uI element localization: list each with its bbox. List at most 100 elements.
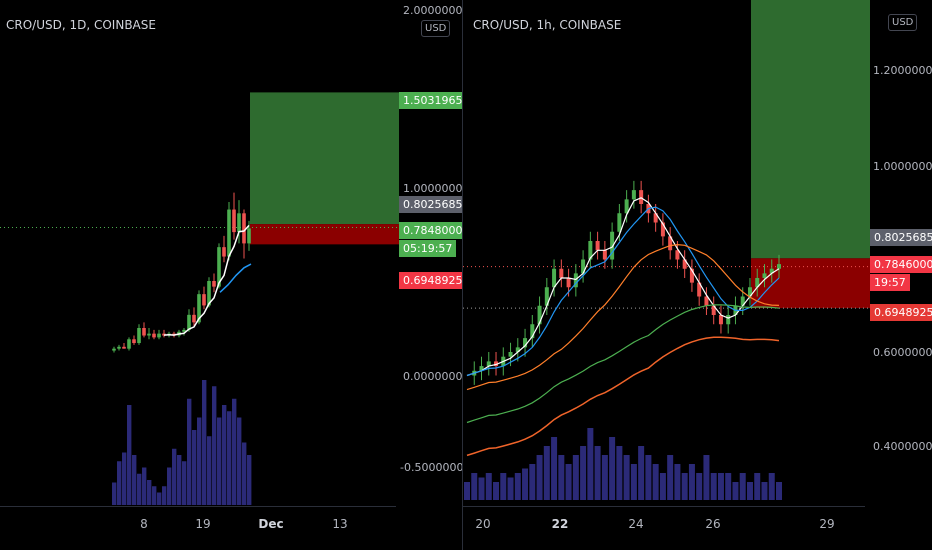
volume-bar <box>725 473 732 500</box>
volume-bar <box>212 386 217 505</box>
volume-bar <box>187 398 192 505</box>
volume-bar <box>192 430 197 505</box>
volume-bar <box>732 482 739 500</box>
candle-body <box>777 264 781 269</box>
candle-body <box>668 236 673 251</box>
hourly-last-price-tag: 0.78460000 <box>870 256 932 273</box>
hourly-x-tick: 29 <box>819 517 835 531</box>
daily-y-tick: 0.00000000 <box>403 370 470 383</box>
candle-body <box>602 250 607 260</box>
volume-bar <box>681 473 688 500</box>
hourly-x-tick: 24 <box>628 517 644 531</box>
daily-currency-button[interactable]: USD <box>421 20 451 37</box>
daily-chart-canvas[interactable] <box>0 0 462 550</box>
candle-body <box>494 361 499 367</box>
volume-bar <box>471 473 478 500</box>
loss-zone <box>250 224 399 245</box>
ma-green-line <box>466 304 780 424</box>
volume-bar <box>232 398 237 505</box>
daily-x-tick: 13 <box>332 517 348 531</box>
volume-bar <box>739 473 746 500</box>
volume-bar <box>127 405 132 505</box>
candle-body <box>479 366 484 371</box>
ma-white-line <box>466 197 780 377</box>
volume-bar <box>172 448 177 505</box>
volume-bar <box>122 452 127 505</box>
hourly-chart-panel[interactable]: CRO/USD, 1h, COINBASE USD 1.20000000 1.0… <box>463 0 932 550</box>
daily-stop-price-tag: 0.69489253 <box>399 272 474 289</box>
volume-bar <box>746 482 753 500</box>
volume-bar <box>202 380 207 505</box>
candle-body <box>142 328 146 336</box>
hourly-x-tick: 22 <box>551 517 569 531</box>
volume-bar <box>616 446 623 500</box>
candle-body <box>697 282 702 297</box>
volume-bar <box>768 473 775 500</box>
candle-body <box>197 294 201 323</box>
candle-body <box>544 287 549 306</box>
candle-body <box>187 314 191 330</box>
hourly-countdown-tag: 19:57 <box>870 274 910 291</box>
daily-x-tick: 19 <box>195 517 211 531</box>
hourly-currency-button[interactable]: USD <box>888 14 918 31</box>
hourly-stop-price-tag: 0.69489253 <box>870 304 932 321</box>
volume-bar <box>558 455 565 500</box>
volume-bar <box>137 473 142 505</box>
volume-bar <box>167 467 172 505</box>
candle-body <box>242 213 246 244</box>
candle-body <box>639 190 644 204</box>
candle-body <box>227 209 231 257</box>
volume-bar <box>638 446 645 500</box>
volume-bar <box>132 455 137 505</box>
candle-body <box>132 339 136 344</box>
volume-bar <box>601 455 608 500</box>
ma-blue-line <box>466 206 780 377</box>
volume-bar <box>688 464 695 500</box>
volume-bar <box>587 428 594 500</box>
candle-body <box>660 222 665 237</box>
daily-last-price-tag: 0.78480000 <box>399 222 474 239</box>
volume-bar <box>177 455 182 505</box>
volume-bar <box>710 473 717 500</box>
hourly-y-tick: 1.20000000 <box>873 64 932 77</box>
candle-body <box>137 328 141 344</box>
candle-body <box>740 296 745 306</box>
candle-body <box>515 347 520 352</box>
candle-body <box>508 352 513 357</box>
candle-body <box>122 346 126 349</box>
candle-body <box>747 287 752 297</box>
volume-bar <box>609 437 616 500</box>
volume-bar <box>696 473 703 500</box>
panel-divider[interactable] <box>462 0 463 550</box>
candle-body <box>222 247 226 257</box>
volume-bar <box>667 455 674 500</box>
hourly-chart-canvas[interactable] <box>463 0 932 550</box>
volume-bar <box>507 477 514 500</box>
volume-bar <box>754 473 761 500</box>
hourly-chart-title: CRO/USD, 1h, COINBASE <box>473 18 622 32</box>
volume-bar <box>222 405 227 505</box>
volume-bar <box>674 464 681 500</box>
volume-bar <box>551 437 558 500</box>
volume-bar <box>594 446 601 500</box>
candle-body <box>152 333 156 338</box>
daily-chart-panel[interactable]: CRO/USD, 1D, COINBASE USD 2.00000000 1.0… <box>0 0 474 550</box>
candle-body <box>147 333 151 336</box>
candle-body <box>182 329 186 332</box>
volume-bar <box>572 455 579 500</box>
volume-bar <box>247 455 252 505</box>
daily-target-price-tag: 1.50319655 <box>399 92 474 109</box>
volume-bar <box>493 482 500 500</box>
candle-body <box>247 228 251 244</box>
candle-body <box>711 305 716 315</box>
hourly-y-tick: 1.00000000 <box>873 160 932 173</box>
candle-body <box>631 190 636 200</box>
candle-body <box>769 268 774 274</box>
candle-body <box>653 213 658 223</box>
volume-bar <box>157 492 162 505</box>
profit-zone <box>751 0 870 259</box>
volume-bar <box>529 464 536 500</box>
volume-bar <box>464 482 470 500</box>
candle-body <box>595 241 600 251</box>
